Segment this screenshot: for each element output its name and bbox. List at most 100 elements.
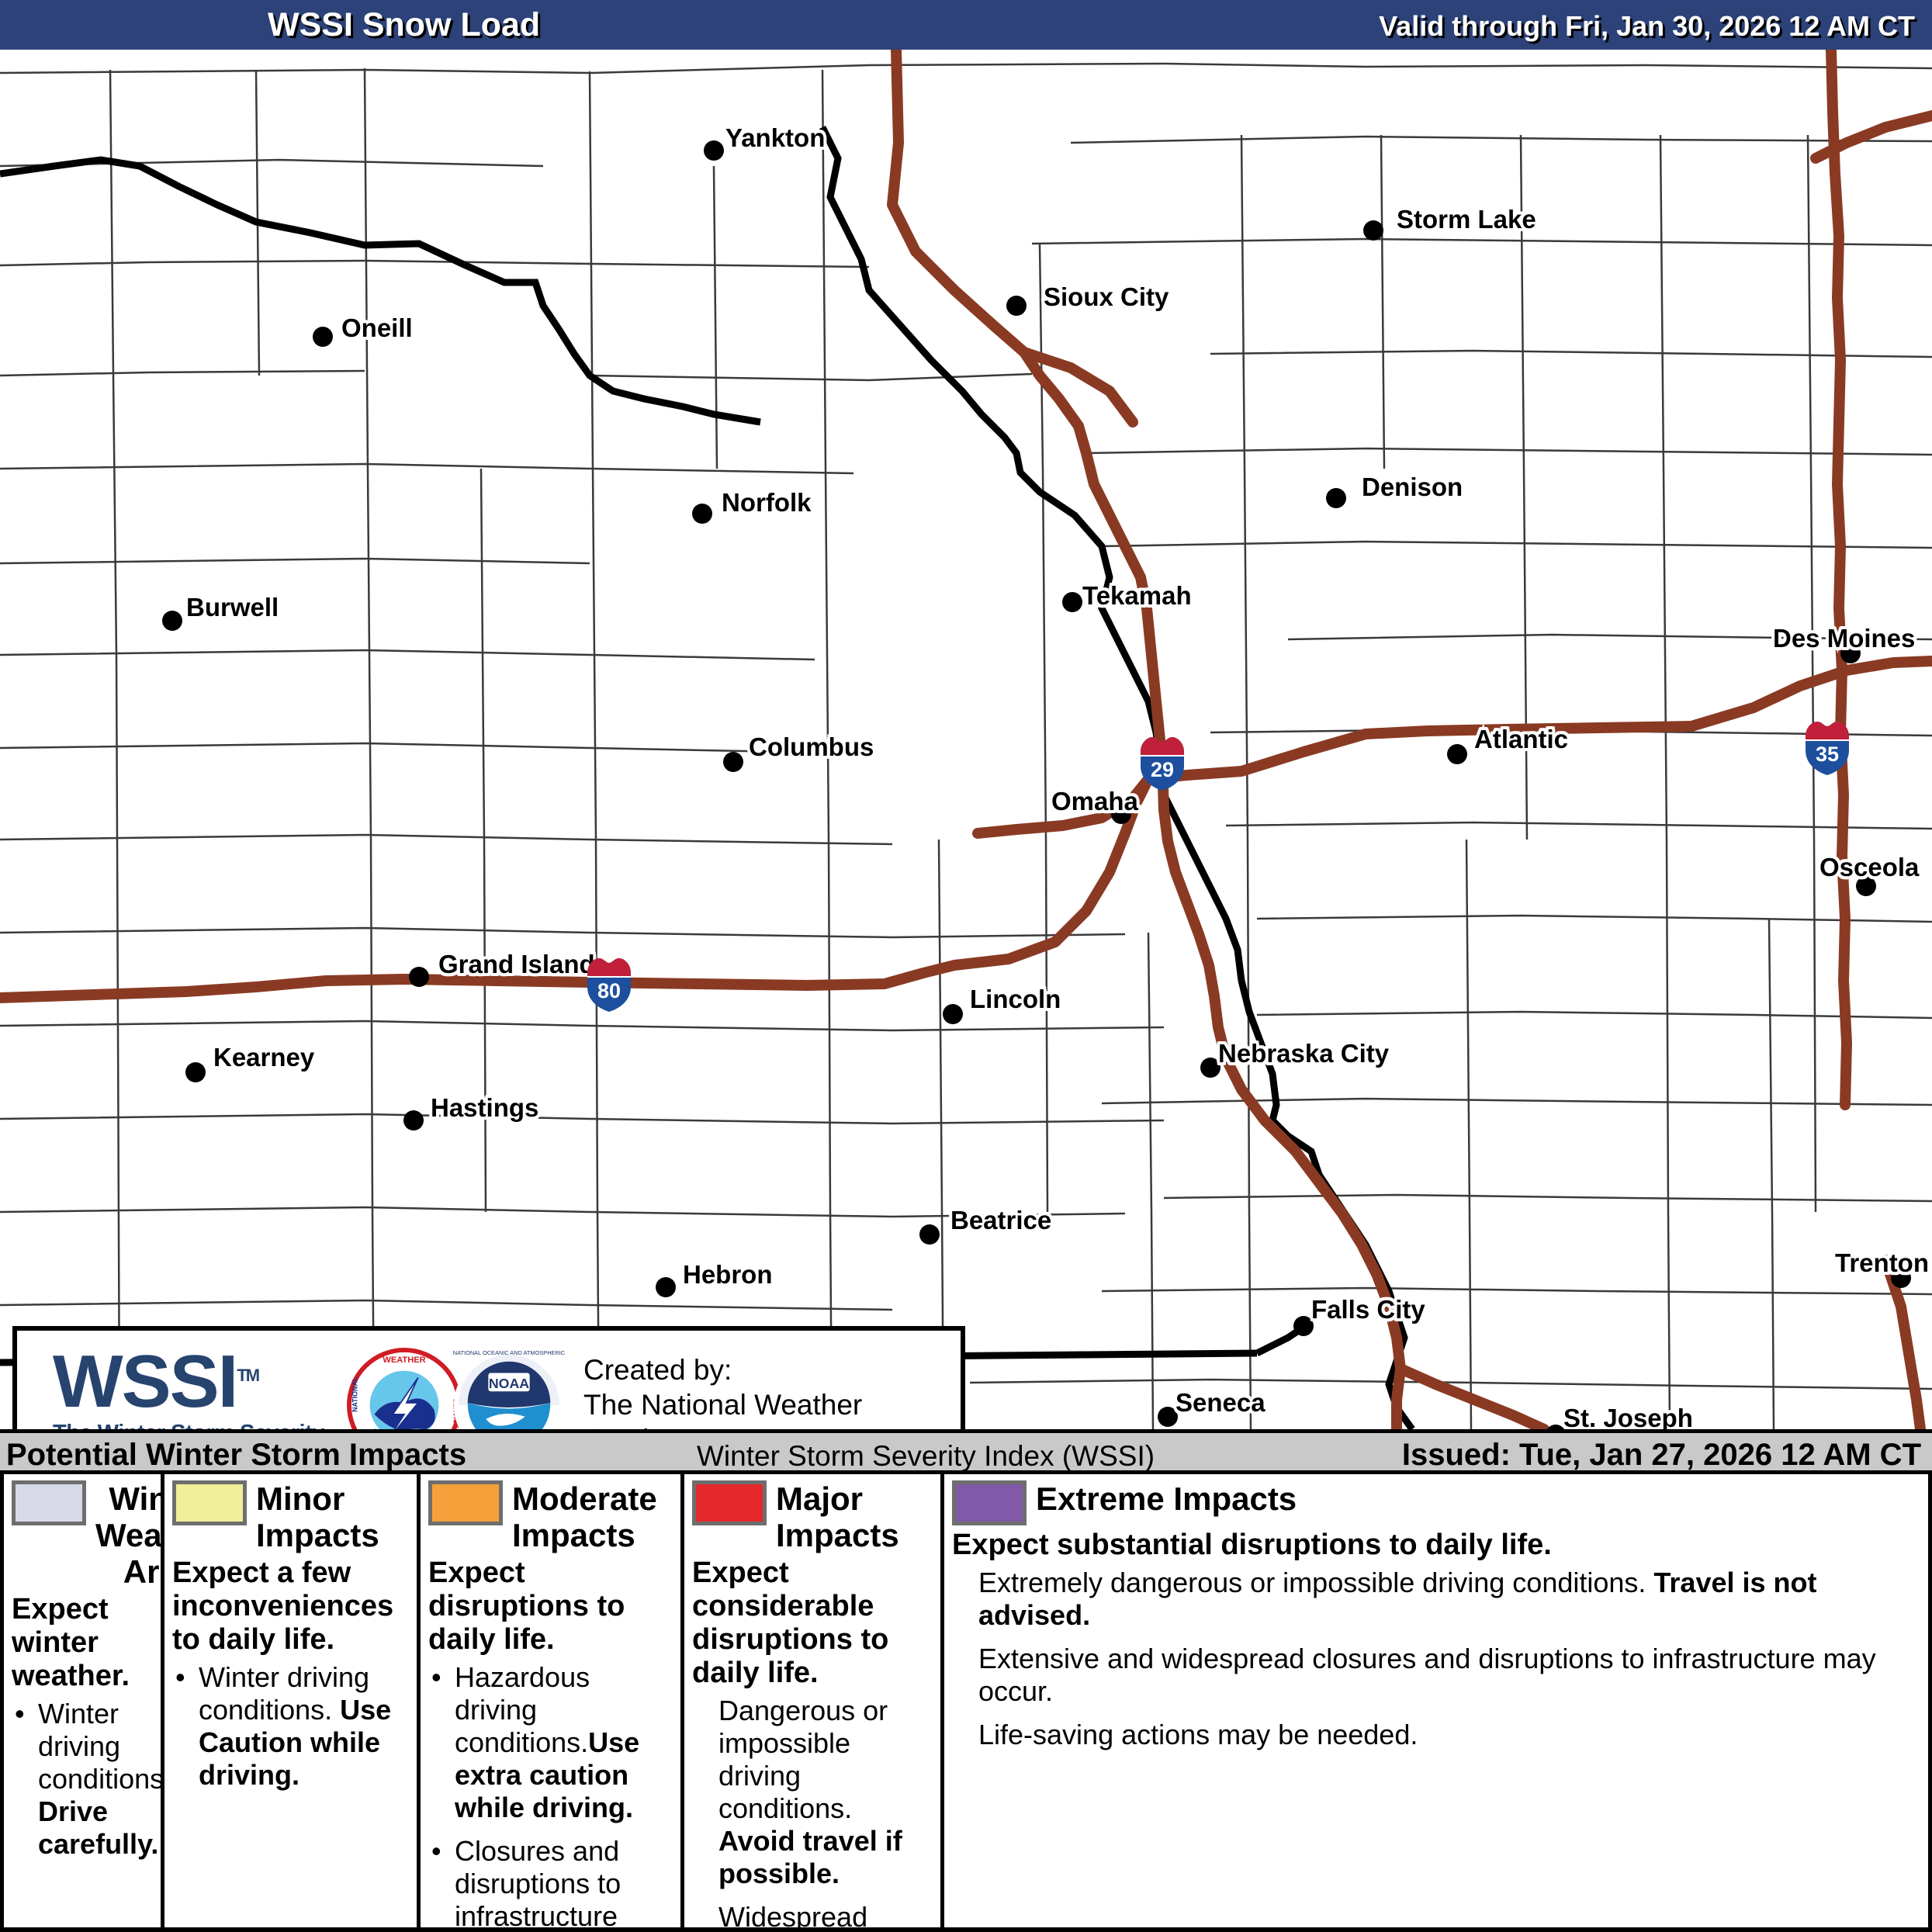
interstate-shield-icon: 80 [585,956,633,1013]
city-label: Omaha [1049,784,1141,819]
valid-through-text: Valid through Fri, Jan 30, 2026 12 AM CT [1379,10,1915,42]
city-dot [704,140,724,161]
legend-column-title: Extreme Impacts [1036,1480,1297,1517]
noaa-seal-icon: NOAA NATIONAL OCEANIC AND ATMOSPHERIC U.… [453,1349,566,1429]
created-by-block: Created by: The National Weather Service… [583,1352,961,1429]
legend-column-title: Winter Weather Area [95,1480,164,1590]
city-label: Hastings [428,1091,541,1125]
legend-bullet-list: • Winter driving conditions. Use Caution … [172,1661,409,1792]
legend-column-header: Minor Impacts [172,1480,409,1553]
svg-text:WEATHER: WEATHER [383,1356,425,1365]
bullet-emphasis-text: Use extra caution while driving. [455,1726,640,1823]
created-by-line-2: The National Weather Service [583,1389,863,1429]
city-dot [943,1004,963,1024]
city-label: Grand Island [436,947,598,982]
legend-bullet-item: • Winter driving conditions. Drive carefu… [12,1698,161,1861]
city-label: Yankton [722,121,827,155]
bullet-emphasis-text: Drive carefully. [38,1795,159,1860]
page-title: WSSI Snow Load [268,6,541,43]
city-dot [723,752,743,772]
city-label: Norfolk [719,486,814,520]
wssi-logo-box: WSSITM The Winter Storm Severity Index W… [12,1326,965,1429]
legend-intro-text: Expect a few inconveniences to daily lif… [172,1556,394,1656]
created-by-line-1: Created by: [583,1354,732,1386]
wssi-logo-mark: WSSITM The Winter Storm Severity Index [53,1338,348,1430]
impacts-header-bar: Potential Winter Storm Impacts Winter St… [0,1429,1932,1474]
city-label: Hebron [680,1258,775,1292]
city-label: Oneill [339,311,416,345]
legend-intro-text: Expect disruptions to daily life. [428,1556,625,1656]
svg-text:NATIONAL: NATIONAL [351,1376,358,1412]
city-label: Columbus [746,730,876,764]
city-label: Denison [1359,470,1465,504]
city-dot [1840,643,1861,663]
city-dot [1006,296,1027,316]
bullet-plain-text: Winter driving conditions. [199,1661,370,1726]
bullet-plain-text: Winter driving conditions. [38,1698,164,1795]
city-dot [1158,1407,1178,1427]
legend-bullet-item: Widespread closures and disruptions to i… [692,1901,933,1932]
bullet-plain-text: Life-saving actions may be needed. [978,1719,1418,1750]
legend-column-moderate-impacts: Moderate Impacts Expect disruptions to da… [421,1474,684,1932]
bullet-marker-icon: • [431,1661,441,1693]
svg-text:80: 80 [597,979,621,1002]
city-dot [313,327,333,347]
legend-bullet-item: • Closures and disruptions to infrastruct… [428,1835,673,1932]
city-label: Falls City [1309,1293,1428,1327]
legend-color-swatch [952,1480,1027,1525]
city-dot [656,1277,676,1297]
bullet-marker-icon: • [15,1698,25,1729]
legend-bullet-list: Extremely dangerous or impossible drivin… [952,1567,1920,1751]
legend-column-extreme-impacts: Extreme Impacts Expect substantial disrup… [944,1474,1932,1932]
wssi-wordmark: WSSITM [53,1340,260,1423]
legend-intro-text: Expect winter weather. [12,1593,130,1692]
impacts-legend: Winter Weather AreaExpect winter weather… [0,1474,1932,1932]
bullet-plain-text: Hazardous driving conditions. [455,1661,590,1758]
legend-column-title: Moderate Impacts [512,1480,657,1553]
legend-column-header: Winter Weather Area [12,1480,161,1590]
city-label: Burwell [183,590,281,625]
legend-bullet-list: • Hazardous driving conditions.Use extra … [428,1661,673,1932]
issued-label: Issued: Tue, Jan 27, 2026 12 AM CT [1401,1438,1921,1472]
top-banner: WSSI Snow Load Valid through Fri, Jan 30… [0,0,1932,50]
legend-column-minor-impacts: Minor Impacts Expect a few inconveniences… [164,1474,421,1932]
legend-column-winter-weather-area: Winter Weather AreaExpect winter weather… [0,1474,164,1932]
city-label: Lincoln [967,982,1063,1016]
legend-bullet-item: Dangerous or impossible driving conditio… [692,1695,933,1890]
legend-color-swatch [692,1480,767,1525]
city-dot [409,967,429,987]
city-label: Seneca [1173,1386,1269,1420]
legend-column-header: Moderate Impacts [428,1480,673,1553]
legend-column-major-impacts: Major Impacts Expect considerable disrupt… [684,1474,944,1932]
bullet-emphasis-text: Travel is not advised. [978,1567,1817,1631]
bullet-marker-icon: • [175,1661,185,1693]
bullet-plain-text: Widespread closures and disruptions to i… [718,1901,868,1932]
legend-column-title: Minor Impacts [256,1480,379,1553]
trademark-symbol: TM [237,1366,260,1385]
map-canvas[interactable]: Yankton Storm Lake Sioux City Oneill Denison… [0,50,1932,1429]
bullet-marker-icon: • [431,1835,441,1867]
city-dot [403,1110,424,1130]
interstate-shield-icon: 35 [1803,719,1851,777]
legend-bullet-item: • Hazardous driving conditions.Use extra … [428,1661,673,1824]
city-label: Storm Lake [1394,203,1539,237]
city-label: Des Moines [1770,621,1917,656]
legend-color-swatch [12,1480,86,1525]
city-dot [1891,1268,1911,1288]
city-label: Osceola [1816,850,1921,885]
svg-text:29: 29 [1151,758,1174,781]
svg-text:35: 35 [1816,743,1839,766]
legend-column-title: Major Impacts [776,1480,899,1553]
legend-color-swatch [428,1480,503,1525]
bullet-plain-text: Dangerous or impossible driving conditio… [718,1695,888,1824]
city-dot [1200,1058,1220,1078]
wssi-tagline: The Winter Storm Severity Index [53,1421,348,1429]
legend-column-header: Extreme Impacts [952,1480,1920,1525]
city-label: Sioux City [1040,280,1171,314]
svg-text:NATIONAL OCEANIC AND ATMOSPHER: NATIONAL OCEANIC AND ATMOSPHERIC [453,1349,566,1356]
wssi-subtitle-label: Winter Storm Severity Index (WSSI) [697,1440,1155,1472]
city-dot [1546,1425,1566,1429]
city-dot [1447,744,1467,764]
city-label: St. Joseph [1561,1401,1696,1430]
